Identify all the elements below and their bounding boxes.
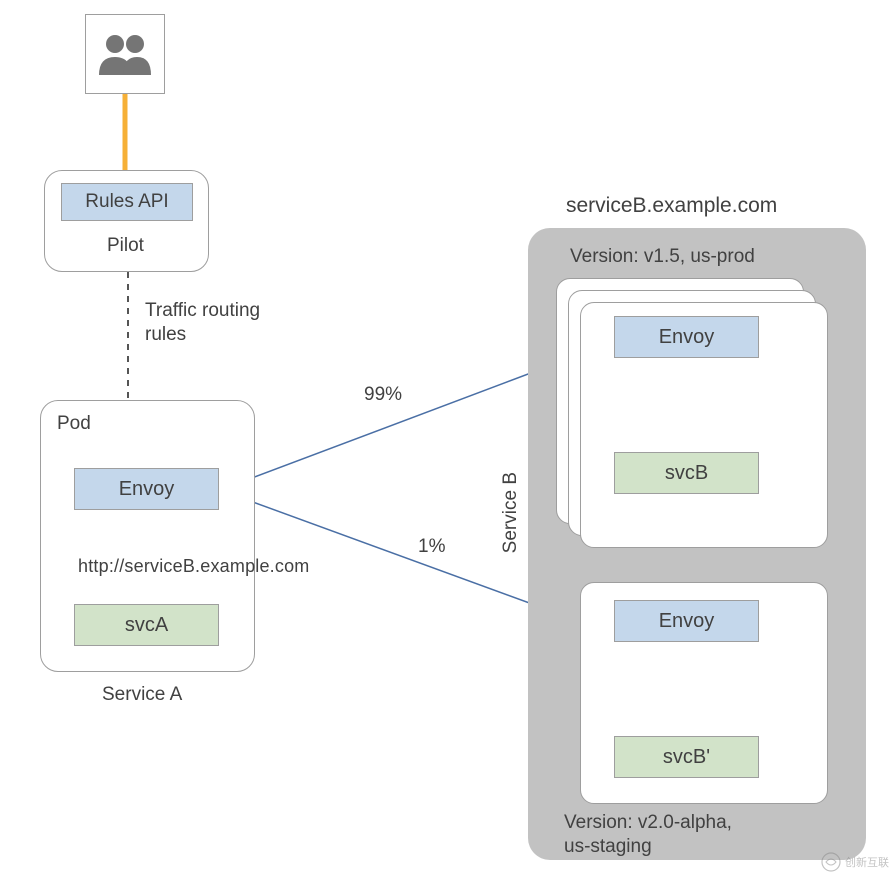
users-icon-box: [85, 14, 165, 94]
v1-version-label: Version: v1.5, us-prod: [570, 246, 755, 268]
serviceB-side-label: Service B: [500, 472, 522, 553]
v1-envoy: Envoy: [614, 316, 759, 358]
serviceA-envoy: Envoy: [74, 468, 219, 510]
serviceA-caption: Service A: [102, 684, 182, 706]
watermark: 创新互联: [821, 852, 889, 872]
arrow-traffic-99: [220, 356, 576, 490]
v2-envoy-label: Envoy: [659, 610, 715, 633]
serviceA-envoy-label: Envoy: [119, 478, 175, 501]
serviceA-url: http://serviceB.example.com: [78, 556, 310, 577]
pilot-box: Rules API Pilot: [44, 170, 209, 272]
serviceA-svc-label: svcA: [125, 614, 168, 637]
serviceA-svc: svcA: [74, 604, 219, 646]
v2-version-label-1: Version: v2.0-alpha,: [564, 812, 732, 834]
v2-svc-label: svcB': [663, 746, 710, 769]
v2-svc: svcB': [614, 736, 759, 778]
traffic-1-label: 1%: [418, 536, 445, 558]
traffic-99-label: 99%: [364, 384, 402, 406]
serviceB-title: serviceB.example.com: [566, 194, 777, 218]
pod-label: Pod: [57, 413, 91, 435]
v2-version-label-2: us-staging: [564, 836, 652, 858]
watermark-icon: [821, 852, 841, 872]
users-icon: [97, 33, 153, 75]
rules-api-label: Rules API: [85, 191, 168, 213]
arrow-traffic-1: [220, 490, 576, 620]
rules-api-box: Rules API: [61, 183, 193, 221]
v1-svc-label: svcB: [665, 462, 708, 485]
v1-envoy-label: Envoy: [659, 326, 715, 349]
v1-svc: svcB: [614, 452, 759, 494]
v2-envoy: Envoy: [614, 600, 759, 642]
traffic-rules-text-1: Traffic routing: [145, 300, 260, 322]
watermark-text: 创新互联: [845, 854, 889, 870]
pilot-label: Pilot: [107, 235, 144, 257]
traffic-rules-text-2: rules: [145, 324, 186, 346]
